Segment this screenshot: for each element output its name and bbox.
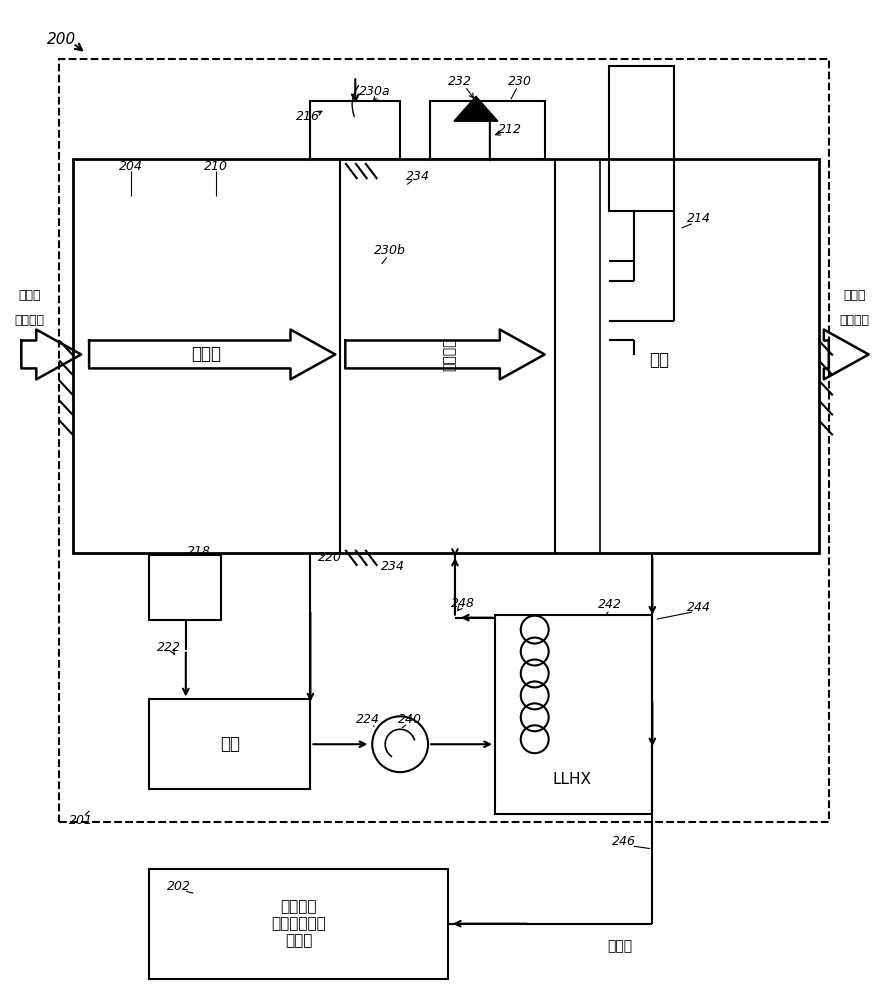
Text: 清除剂: 清除剂 [18, 289, 41, 302]
Text: 空气出口: 空气出口 [840, 314, 869, 327]
Text: 232: 232 [448, 75, 472, 88]
Text: 干燥盘管: 干燥盘管 [443, 338, 457, 371]
Text: 244: 244 [687, 601, 711, 614]
Bar [149, 555, 220, 620]
Text: 204: 204 [119, 160, 143, 173]
Text: 230a: 230a [359, 85, 391, 98]
Text: 242: 242 [597, 598, 621, 611]
Text: 212: 212 [498, 123, 522, 136]
Text: 222: 222 [156, 641, 180, 654]
Text: 清除剂: 清除剂 [844, 289, 866, 302]
Text: 风机: 风机 [649, 351, 669, 369]
Bar [430, 101, 545, 159]
Text: 214: 214 [687, 212, 711, 225]
Text: 210: 210 [204, 160, 228, 173]
Polygon shape [454, 96, 498, 121]
Text: 202: 202 [167, 880, 191, 893]
Text: 216: 216 [296, 110, 320, 123]
Text: 200: 200 [46, 32, 76, 47]
Text: 246: 246 [613, 835, 637, 848]
Text: 218: 218 [187, 545, 211, 558]
Text: 224: 224 [356, 713, 380, 726]
Text: 240: 240 [398, 713, 422, 726]
Text: 空气进口: 空气进口 [14, 314, 44, 327]
Text: 数据中心
（或其他封闭
空间）: 数据中心 （或其他封闭 空间） [271, 899, 326, 949]
Bar [610, 66, 674, 211]
Bar [495, 615, 653, 814]
Bar [149, 699, 310, 789]
Bar [60, 59, 829, 822]
Text: 234: 234 [406, 170, 430, 183]
Text: 234: 234 [381, 560, 405, 573]
Text: 水箱: 水箱 [220, 735, 240, 753]
Bar [73, 159, 819, 553]
Text: LLHX: LLHX [552, 772, 591, 787]
Text: 交换器: 交换器 [191, 345, 220, 363]
Text: 冷却剂: 冷却剂 [607, 940, 632, 954]
Text: 248: 248 [451, 597, 475, 610]
Bar [149, 869, 448, 979]
Text: 230b: 230b [374, 244, 406, 257]
Text: 230: 230 [508, 75, 532, 88]
Text: 201: 201 [69, 814, 93, 827]
Bar [310, 101, 400, 159]
Text: 220: 220 [318, 551, 342, 564]
